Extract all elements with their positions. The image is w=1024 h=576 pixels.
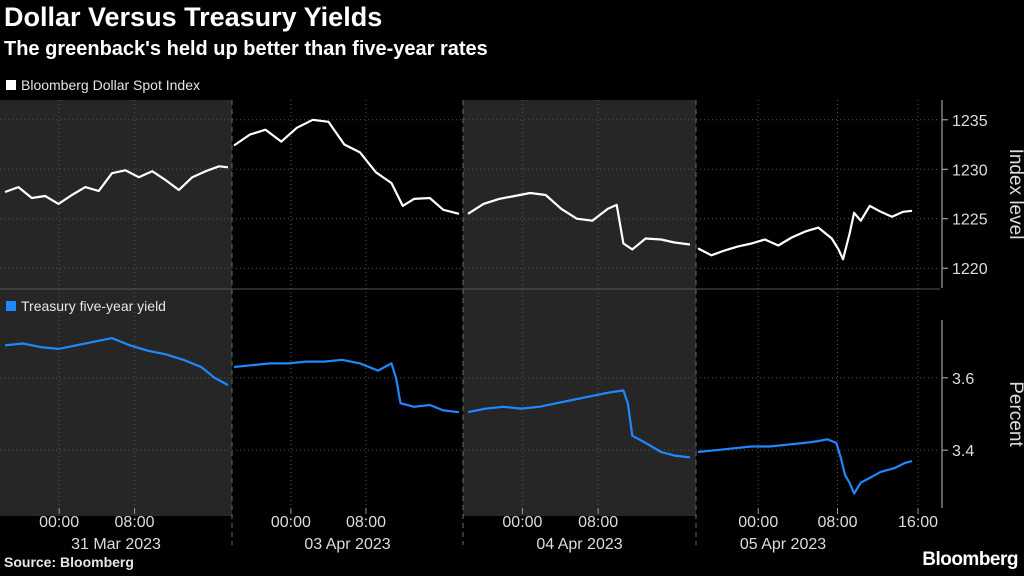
x-day-label: 04 Apr 2023 [536, 536, 622, 553]
chart-subtitle: The greenback's held up better than five… [4, 38, 488, 60]
day-shade-band [463, 288, 696, 320]
treasury-yield-line [697, 438, 913, 495]
bloomberg-logo: Bloomberg [922, 549, 1018, 570]
dollar-index-line [4, 165, 229, 205]
legend-swatch-white [6, 80, 16, 90]
y-tick-label: 3.4 [952, 443, 974, 460]
y-tick-label: 1225 [952, 212, 988, 229]
x-tick-label: 00:00 [738, 514, 778, 531]
treasury-yield-line [233, 358, 460, 414]
treasury-yield-line [467, 389, 691, 459]
day-shade-band [0, 508, 232, 516]
x-tick-label: 08:00 [346, 514, 386, 531]
x-day-label: 05 Apr 2023 [740, 536, 826, 553]
legend-label-treasury: Treasury five-year yield [21, 298, 166, 314]
y-tick-label: 3.6 [952, 371, 974, 388]
x-tick-label: 00:00 [502, 514, 542, 531]
day-shade-band [0, 100, 232, 288]
day-shade-band [463, 320, 696, 508]
x-tick-label: 08:00 [578, 514, 618, 531]
x-day-label: 31 Mar 2023 [71, 536, 161, 553]
dollar-index-line [467, 191, 691, 251]
y-axis-label: Index level [1005, 149, 1024, 240]
x-tick-label: 00:00 [39, 514, 79, 531]
day-shade-band [463, 508, 696, 516]
source-note: Source: Bloomberg [4, 554, 134, 570]
y-tick-label: 1230 [952, 162, 988, 179]
dollar-index-line [233, 118, 460, 215]
x-tick-label: 16:00 [898, 514, 938, 531]
x-tick-label: 00:00 [271, 514, 311, 531]
day-shade-band [0, 320, 232, 508]
legend-swatch-blue [6, 301, 16, 311]
x-day-label: 03 Apr 2023 [304, 536, 390, 553]
treasury-yield-line [4, 337, 229, 387]
x-tick-label: 08:00 [115, 514, 155, 531]
legend-label-dollar: Bloomberg Dollar Spot Index [21, 77, 200, 93]
dollar-index-line [697, 204, 913, 261]
x-tick-label: 08:00 [817, 514, 857, 531]
y-tick-label: 1220 [952, 261, 988, 278]
y-tick-label: 1235 [952, 113, 988, 130]
chart-title: Dollar Versus Treasury Yields [4, 2, 383, 32]
y-axis-label: Percent [1005, 381, 1024, 447]
day-shade-band [0, 288, 232, 320]
day-shade-band [463, 100, 696, 288]
legend-treasury-yield: Treasury five-year yield [6, 298, 166, 314]
legend-dollar-index: Bloomberg Dollar Spot Index [6, 77, 200, 93]
